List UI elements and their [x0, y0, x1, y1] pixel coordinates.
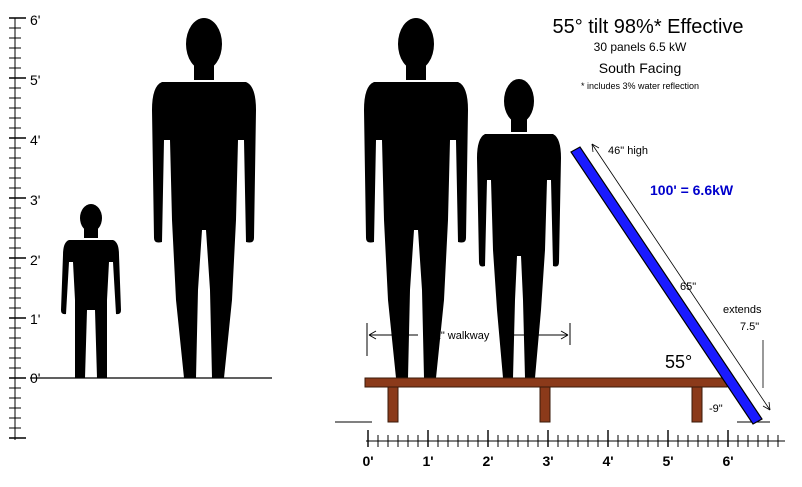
bottom-tick-0: 0' [362, 453, 373, 469]
left-height-scale: 0' 1' 2' 3' 4' 5' 6' [9, 12, 40, 440]
platform-leg-2 [539, 386, 551, 423]
title-line3: South Facing [599, 60, 682, 76]
extends-label-2: 7.5" [740, 321, 759, 333]
angle-label: 55° [665, 352, 692, 372]
left-tick-2: 2' [30, 252, 40, 268]
header: 55° tilt 98%* Effective 30 panels 6.5 kW… [552, 16, 743, 91]
right-medium-silhouette [477, 79, 561, 378]
solar-panel [570, 146, 763, 425]
title-main: 55° tilt 98%* Effective [552, 16, 743, 38]
bottom-tick-6: 6' [722, 453, 733, 469]
platform-leg-3 [691, 386, 703, 423]
bottom-tick-1: 1' [422, 453, 433, 469]
walkway-label: 41" walkway [429, 330, 490, 342]
panel-length-label: 65" [680, 281, 696, 293]
child-silhouette [61, 204, 121, 378]
walkway-dimension: 41" walkway [366, 323, 571, 356]
bottom-tick-4: 4' [602, 453, 613, 469]
left-tick-4: 4' [30, 132, 40, 148]
left-adult-silhouette [152, 18, 256, 378]
extends-label-1: extends [723, 304, 762, 316]
bottom-length-scale: 0' 1' 2' 3' 4' 5' 6' [362, 430, 785, 469]
platform-deck [364, 377, 728, 388]
panel-length-dimension [591, 143, 771, 411]
right-adult-silhouette [364, 18, 468, 378]
platform-leg-1 [387, 386, 399, 423]
bottom-tick-3: 3' [542, 453, 553, 469]
solar-panel-bar [570, 146, 763, 425]
left-tick-5: 5' [30, 72, 40, 88]
left-tick-1: 1' [30, 311, 40, 327]
left-tick-3: 3' [30, 192, 40, 208]
left-tick-6: 6' [30, 12, 40, 28]
title-line2: 30 panels 6.5 kW [594, 40, 687, 54]
panel-height-label: 46" high [608, 145, 648, 157]
bottom-tick-5: 5' [662, 453, 673, 469]
bottom-scale-minor-ticks [367, 430, 779, 447]
left-scale-minor-ticks [9, 17, 26, 439]
power-label: 100' = 6.6kW [650, 182, 734, 198]
platform [364, 377, 728, 423]
below-label: -9" [709, 403, 723, 415]
title-footnote: * includes 3% water reflection [581, 81, 699, 91]
bottom-tick-2: 2' [482, 453, 493, 469]
